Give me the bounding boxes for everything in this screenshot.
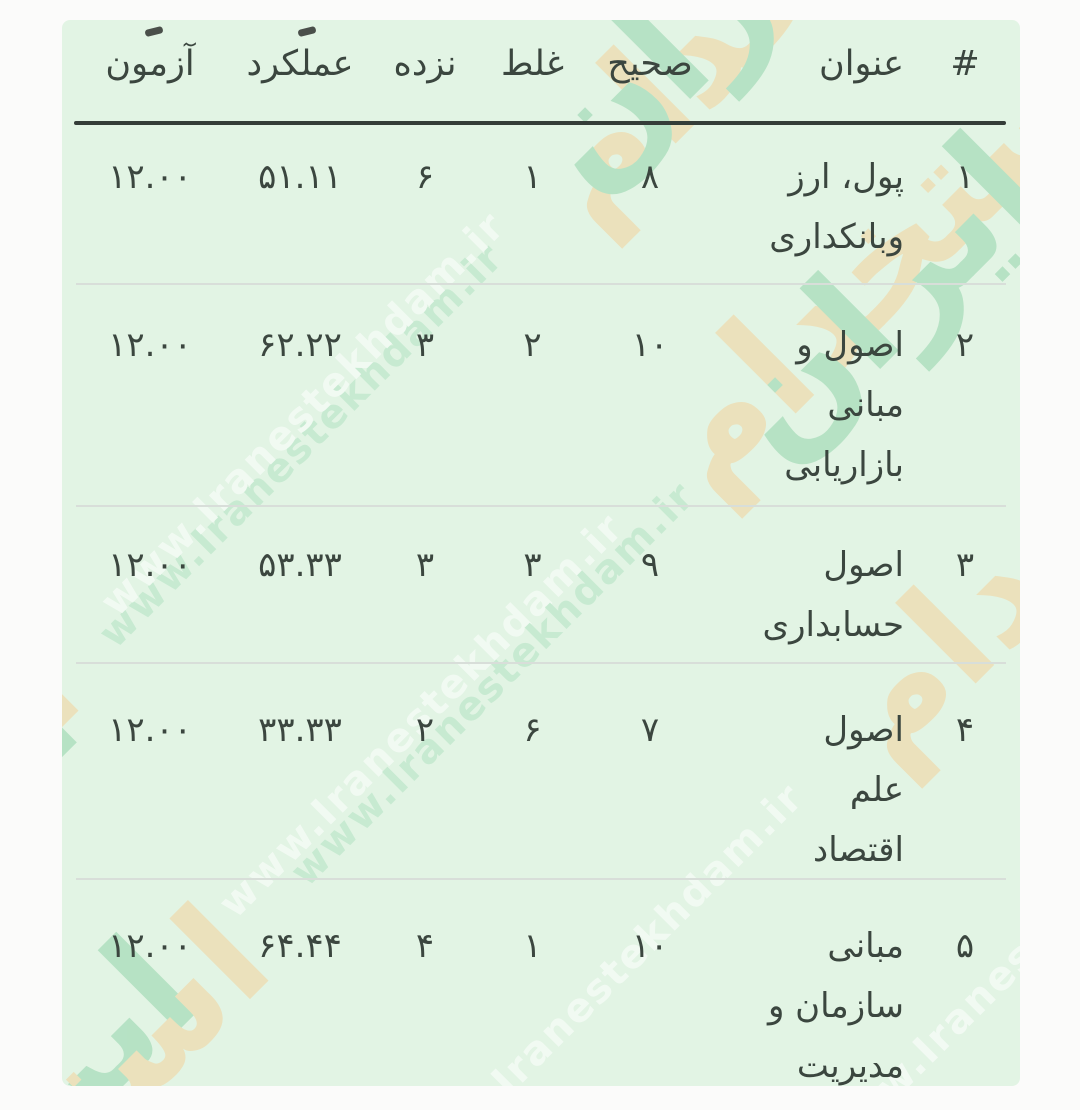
cell-exam: ۱۲.۰۰ bbox=[108, 325, 192, 365]
cell-performance: ۳۳.۳۳ bbox=[258, 710, 342, 750]
cell-index: ۴ bbox=[955, 710, 975, 750]
cell-title: مبانی سازمان و مدیریت bbox=[767, 926, 904, 1086]
cell-correct: ۸ bbox=[640, 157, 660, 197]
header-cell-correct: صحیح bbox=[607, 44, 693, 84]
cell-wrong: ۲ bbox=[523, 325, 542, 365]
table-row: ۵ مبانی سازمان و مدیریت ۱۰ ۱ ۴ ۶۴.۴۴ ۱۲.… bbox=[62, 880, 1020, 1086]
cell-exam: ۱۲.۰۰ bbox=[108, 926, 192, 966]
cell-exam: ۱۲.۰۰ bbox=[108, 545, 192, 585]
cell-title: اصول حسابداری bbox=[762, 545, 905, 645]
cell-index: ۲ bbox=[955, 325, 975, 365]
cell-blank: ۴ bbox=[415, 926, 435, 966]
cell-blank: ۳ bbox=[415, 325, 435, 365]
cell-correct: ۷ bbox=[640, 710, 660, 750]
cell-blank: ۶ bbox=[415, 157, 435, 197]
cell-performance: ۵۳.۳۳ bbox=[258, 545, 342, 585]
table-row: ۲ اصول و مبانی بازاریابی ۱۰ ۲ ۳ ۶۲.۲۲ ۱۲… bbox=[62, 285, 1020, 505]
cell-wrong: ۱ bbox=[523, 926, 542, 966]
cell-wrong: ۶ bbox=[523, 710, 542, 750]
table-row: ۴ اصول علم اقتصاد ۷ ۶ ۲ ۳۳.۳۳ ۱۲.۰۰ bbox=[62, 664, 1020, 878]
cell-exam: ۱۲.۰۰ bbox=[108, 157, 192, 197]
cell-performance: ۵۱.۱۱ bbox=[258, 157, 342, 197]
cell-index: ۱ bbox=[955, 157, 975, 197]
cell-title: اصول و مبانی بازاریابی bbox=[784, 325, 904, 485]
table-row: ۳ اصول حسابداری ۹ ۳ ۳ ۵۳.۳۳ ۱۲.۰۰ bbox=[62, 507, 1020, 662]
table-header-row: # عنوان صحیح غلط نزده عملکرد آزمون bbox=[62, 20, 1020, 121]
table-row: ۱ پول، ارز وبانکداری ۸ ۱ ۶ ۵۱.۱۱ ۱۲.۰۰ bbox=[62, 125, 1020, 283]
cell-performance: ۶۲.۲۲ bbox=[258, 325, 342, 365]
cell-wrong: ۱ bbox=[523, 157, 542, 197]
cell-correct: ۱۰ bbox=[631, 926, 669, 966]
row-divider bbox=[76, 283, 1006, 285]
cell-correct: ۱۰ bbox=[631, 325, 669, 365]
header-cell-index: # bbox=[950, 44, 980, 84]
row-divider bbox=[76, 505, 1006, 507]
cell-blank: ۲ bbox=[415, 710, 435, 750]
cell-correct: ۹ bbox=[640, 545, 660, 585]
cell-wrong: ۳ bbox=[523, 545, 542, 585]
exam-results-table: # عنوان صحیح غلط نزده عملکرد آزمون ۱ پول… bbox=[62, 20, 1020, 1086]
header-cell-wrong: غلط bbox=[500, 44, 565, 84]
header-cell-title: عنوان bbox=[819, 44, 904, 84]
cell-index: ۵ bbox=[955, 926, 975, 966]
header-cell-performance: عملکرد bbox=[246, 44, 354, 84]
header-cell-exam: آزمون bbox=[105, 44, 195, 84]
cell-exam: ۱۲.۰۰ bbox=[108, 710, 192, 750]
header-cell-blank: نزده bbox=[393, 44, 457, 84]
cell-performance: ۶۴.۴۴ bbox=[258, 926, 342, 966]
cell-index: ۳ bbox=[955, 545, 975, 585]
header-divider bbox=[74, 121, 1006, 125]
cell-title: پول، ارز وبانکداری bbox=[769, 157, 904, 257]
cell-title: اصول علم اقتصاد bbox=[813, 710, 904, 870]
cell-blank: ۳ bbox=[415, 545, 435, 585]
row-divider bbox=[76, 878, 1006, 880]
row-divider bbox=[76, 662, 1006, 664]
exam-results-panel: ایران www.Iranestekhdam.ir استخدام www.I… bbox=[62, 20, 1020, 1086]
